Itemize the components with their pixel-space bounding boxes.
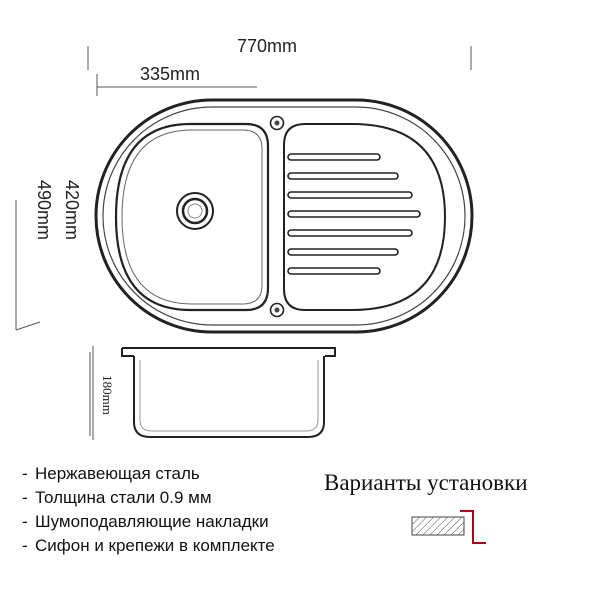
sink-bowl bbox=[114, 122, 270, 312]
sink-bowl-inner-edge bbox=[121, 129, 263, 305]
feature-text: Шумоподавляющие накладки bbox=[35, 512, 269, 531]
width-dimensions: 420mm 490mm bbox=[15, 180, 82, 331]
features-list: - Нержавеющая сталь - Толщина стали 0.9 мм… bbox=[22, 462, 275, 558]
drainboard-ribs bbox=[287, 153, 421, 275]
sink-edge-icon bbox=[460, 510, 486, 544]
total-length-dimension: 770mm bbox=[87, 36, 472, 70]
sink-inner-rim bbox=[102, 106, 466, 326]
mounting-hole-bottom-center bbox=[274, 307, 280, 313]
overlay-mount-icon bbox=[411, 510, 486, 544]
feature-text: Сифон и крепежи в комплекте bbox=[35, 536, 275, 555]
total-width-label: 490mm bbox=[34, 180, 54, 240]
sink-rim-profile bbox=[122, 347, 336, 357]
depth-label: 180mm bbox=[100, 375, 115, 415]
mounting-hole-bottom-icon bbox=[269, 302, 285, 318]
countertop-icon bbox=[411, 516, 465, 536]
sink-bowl-profile-inner bbox=[139, 360, 319, 432]
drainboard-rib bbox=[287, 210, 421, 218]
feature-item: - Шумоподавляющие накладки bbox=[22, 512, 269, 531]
sink-rim-profile-left bbox=[121, 348, 134, 357]
feature-item: - Нержавеющая сталь bbox=[22, 464, 200, 483]
drainboard-rib bbox=[287, 191, 413, 199]
feature-text: Толщина стали 0.9 мм bbox=[35, 488, 212, 507]
drain-inner-icon bbox=[187, 203, 203, 219]
drainboard-rib bbox=[287, 172, 399, 180]
sink-top-view bbox=[94, 98, 474, 334]
feature-item: - Толщина стали 0.9 мм bbox=[22, 488, 212, 507]
drain-outer-icon bbox=[176, 192, 214, 230]
inner-width-label: 420mm bbox=[62, 180, 82, 240]
mounting-hole-top-icon bbox=[269, 115, 285, 131]
sink-bowl-profile bbox=[133, 356, 325, 438]
drain-icon bbox=[181, 197, 209, 225]
drainboard-rib bbox=[287, 248, 399, 256]
feature-item: - Сифон и крепежи в комплекте bbox=[22, 536, 275, 555]
drainboard-rib bbox=[287, 229, 413, 237]
bowl-length-dimension: 335mm bbox=[96, 64, 257, 96]
total-length-label: 770mm bbox=[237, 36, 297, 56]
installation-title: Варианты установки bbox=[324, 470, 528, 495]
drainboard-rib bbox=[287, 153, 381, 161]
bowl-length-label: 335mm bbox=[140, 64, 200, 84]
mounting-hole-top-center bbox=[274, 120, 280, 126]
drainboard bbox=[283, 123, 447, 311]
drainboard-rib bbox=[287, 267, 381, 275]
feature-text: Нержавеющая сталь bbox=[35, 464, 200, 483]
sink-outer-rim bbox=[94, 98, 474, 334]
sink-side-view: 180mm bbox=[89, 346, 336, 440]
